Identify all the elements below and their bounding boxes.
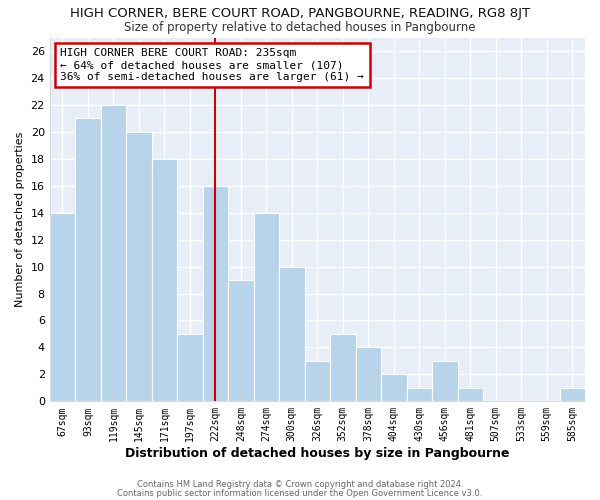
Bar: [458, 388, 483, 402]
Bar: [356, 348, 381, 402]
Bar: [126, 132, 152, 402]
Bar: [152, 159, 177, 402]
Bar: [381, 374, 407, 402]
Text: Size of property relative to detached houses in Pangbourne: Size of property relative to detached ho…: [124, 21, 476, 34]
Bar: [279, 266, 305, 402]
X-axis label: Distribution of detached houses by size in Pangbourne: Distribution of detached houses by size …: [125, 447, 509, 460]
Bar: [407, 388, 432, 402]
Bar: [330, 334, 356, 402]
Bar: [305, 361, 330, 402]
Bar: [101, 105, 126, 402]
Text: Contains HM Land Registry data © Crown copyright and database right 2024.: Contains HM Land Registry data © Crown c…: [137, 480, 463, 489]
Y-axis label: Number of detached properties: Number of detached properties: [15, 132, 25, 307]
Bar: [254, 212, 279, 402]
Text: Contains public sector information licensed under the Open Government Licence v3: Contains public sector information licen…: [118, 488, 482, 498]
Bar: [560, 388, 585, 402]
Bar: [228, 280, 254, 402]
Text: HIGH CORNER BERE COURT ROAD: 235sqm
← 64% of detached houses are smaller (107)
3: HIGH CORNER BERE COURT ROAD: 235sqm ← 64…: [61, 48, 364, 82]
Bar: [432, 361, 458, 402]
Text: HIGH CORNER, BERE COURT ROAD, PANGBOURNE, READING, RG8 8JT: HIGH CORNER, BERE COURT ROAD, PANGBOURNE…: [70, 8, 530, 20]
Bar: [203, 186, 228, 402]
Bar: [177, 334, 203, 402]
Bar: [75, 118, 101, 402]
Bar: [50, 212, 75, 402]
